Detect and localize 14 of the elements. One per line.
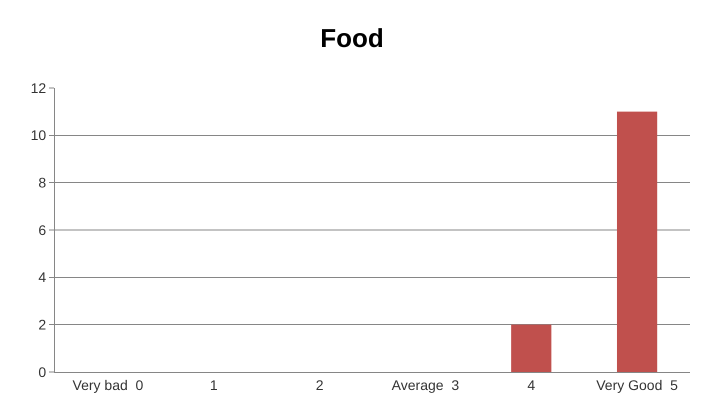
x-tick-label: Very Good 5 xyxy=(596,376,678,393)
x-tick-label: 4 xyxy=(527,376,536,393)
x-tick-label: Average 3 xyxy=(392,376,460,393)
y-tick-label: 4 xyxy=(38,269,46,286)
x-tick-label: 2 xyxy=(316,376,324,393)
y-tick-label: 6 xyxy=(38,222,46,238)
chart-title: Food xyxy=(320,23,384,54)
y-tick-label: 0 xyxy=(38,364,46,380)
x-tick-label: Very bad 0 xyxy=(72,376,144,393)
y-tick-label: 8 xyxy=(38,174,46,191)
x-tick-label: 1 xyxy=(210,376,218,393)
y-tick-label: 2 xyxy=(38,316,46,333)
y-tick-label: 12 xyxy=(30,80,46,96)
y-tick-label: 10 xyxy=(30,127,46,144)
